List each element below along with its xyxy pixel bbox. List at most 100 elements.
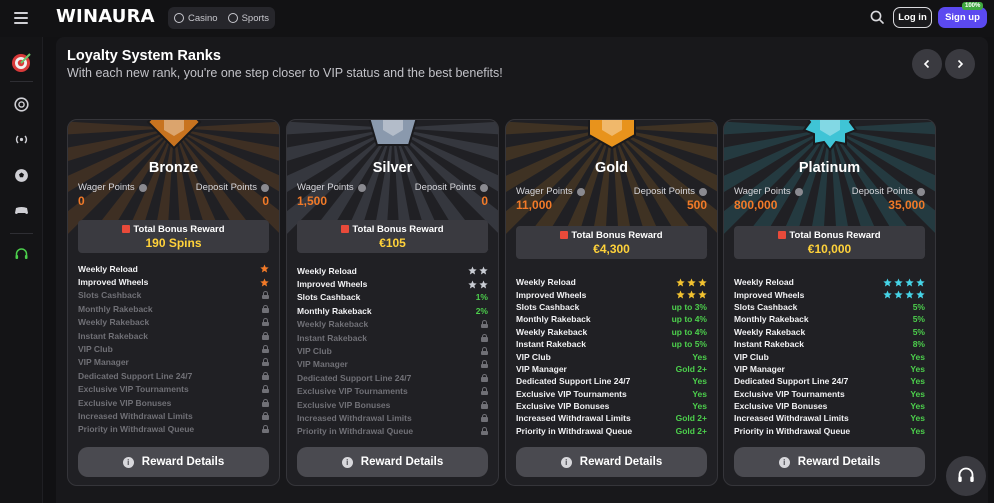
benefit-row: VIP Manager Gold 2+ [516, 363, 707, 375]
bonus-title: Total Bonus Reward [78, 224, 269, 235]
page-subtitle: With each new rank, you're one step clos… [67, 66, 503, 80]
next-button[interactable] [945, 49, 975, 79]
benefit-row: VIP Manager [297, 358, 488, 371]
star-icon [916, 278, 925, 287]
benefit-label: Weekly Reload [516, 277, 576, 288]
sidebar-divider [10, 81, 33, 82]
benefit-label: Priority in Withdrawal Queue [516, 425, 633, 436]
benefit-row: Increased Withdrawal Limits Gold 2+ [516, 412, 707, 424]
benefit-row: Improved Wheels [516, 288, 707, 300]
bonus-title-text: Total Bonus Reward [571, 230, 663, 241]
benefit-row: Increased Withdrawal Limits [78, 409, 269, 422]
star-rating [260, 264, 269, 273]
bonus-value: €10,000 [807, 242, 852, 256]
star-icon [883, 278, 892, 287]
chevron-right-icon [957, 59, 964, 69]
wager-points-label: Wager Points [734, 186, 803, 197]
info-icon[interactable] [480, 183, 488, 192]
nav-casino[interactable]: Casino [174, 13, 218, 24]
benefit-value: Yes [910, 425, 925, 436]
info-icon: i [778, 456, 790, 468]
benefit-value: Yes [692, 388, 707, 399]
soccer-ball-icon[interactable] [14, 168, 29, 183]
star-rating [468, 280, 488, 289]
benefit-label: Weekly Reload [78, 263, 138, 274]
rank-card-bronze: Bronze Wager Points Deposit Points 0 0 Total … [67, 119, 280, 486]
info-icon[interactable] [699, 187, 707, 196]
support-chat-button[interactable] [946, 456, 986, 496]
deposit-points-label-text: Deposit Points [195, 182, 257, 193]
total-bonus-reward-box: Total Bonus Reward €4,300 [516, 226, 707, 259]
reward-details-button[interactable]: i Reward Details [516, 447, 707, 477]
star-rating [468, 266, 488, 275]
benefit-label: Dedicated Support Line 24/7 [516, 376, 631, 387]
reward-details-label: Reward Details [579, 456, 663, 468]
benefit-label: Exclusive VIP Bonuses [297, 399, 391, 410]
benefit-label: Improved Wheels [516, 289, 587, 300]
benefit-value: Yes [910, 388, 925, 399]
lock-icon [262, 318, 269, 327]
deposit-points-value: 0 [481, 194, 488, 208]
hamburger-menu-icon[interactable] [14, 12, 28, 24]
info-icon[interactable] [357, 183, 366, 192]
nav-sports[interactable]: Sports [227, 13, 269, 24]
signup-button[interactable]: Sign up [938, 7, 987, 28]
reward-details-button[interactable]: i Reward Details [78, 447, 269, 477]
benefit-label: Improved Wheels [734, 289, 805, 300]
login-button[interactable]: Log in [893, 7, 932, 28]
benefit-row: VIP Club Yes [734, 350, 925, 362]
card-rays-decoration [506, 121, 717, 250]
info-icon[interactable] [917, 187, 925, 196]
benefit-row: Priority in Withdrawal Queue Gold 2+ [516, 425, 707, 437]
live-broadcast-icon[interactable] [14, 132, 29, 147]
lock-icon [481, 427, 488, 436]
gamepad-icon[interactable] [14, 203, 29, 218]
sidebar [0, 37, 43, 503]
lock-icon [262, 398, 269, 407]
benefit-label: Slots Cashback [734, 301, 798, 312]
benefit-label: Instant Rakeback [297, 332, 367, 343]
star-icon [916, 290, 925, 299]
casino-chip-icon[interactable] [14, 97, 29, 112]
search-icon[interactable] [870, 10, 884, 24]
gift-icon [341, 225, 350, 233]
info-icon[interactable] [576, 187, 585, 196]
lock-icon [262, 425, 269, 434]
bonus-value: €105 [379, 236, 406, 250]
card-rays-decoration [287, 121, 498, 250]
benefit-label: Slots Cashback [78, 290, 142, 301]
info-icon[interactable] [261, 183, 269, 192]
star-icon [894, 278, 903, 287]
benefit-value: 2% [475, 305, 488, 316]
benefit-label: Improved Wheels [78, 277, 149, 288]
reward-details-button[interactable]: i Reward Details [734, 447, 925, 477]
reward-details-button[interactable]: i Reward Details [297, 447, 488, 477]
prev-button[interactable] [912, 49, 942, 79]
total-bonus-reward-box: Total Bonus Reward €105 [297, 220, 488, 253]
benefit-row: Weekly Rakeback up to 4% [516, 326, 707, 338]
headset-icon[interactable] [14, 247, 29, 262]
benefit-label: Exclusive VIP Bonuses [516, 401, 610, 412]
info-icon[interactable] [794, 187, 803, 196]
info-icon[interactable] [138, 183, 147, 192]
logo[interactable]: WINAURA [56, 6, 155, 27]
bonus-title-text: Total Bonus Reward [789, 230, 881, 241]
benefit-label: VIP Manager [516, 363, 567, 374]
benefit-label: Dedicated Support Line 24/7 [78, 370, 193, 381]
benefit-value: up to 4% [671, 326, 707, 337]
target-dart-icon[interactable] [10, 51, 32, 73]
benefit-row: Exclusive VIP Bonuses Yes [516, 400, 707, 412]
reward-details-label: Reward Details [797, 456, 881, 468]
deposit-points-label: Deposit Points [634, 186, 707, 197]
benefit-value: Yes [692, 376, 707, 387]
benefit-label: Priority in Withdrawal Queue [297, 426, 414, 437]
wager-points-value: 0 [78, 194, 85, 208]
benefit-row: Slots Cashback [78, 289, 269, 302]
benefit-label: Weekly Rakeback [78, 317, 150, 328]
benefits-list: Weekly Reload Improved Wheels Slots Cashba… [78, 262, 269, 436]
deposit-points-label: Deposit Points [852, 186, 925, 197]
deposit-points-label: Deposit Points [196, 182, 269, 193]
star-rating [676, 278, 707, 287]
star-icon [905, 290, 914, 299]
gift-icon [122, 225, 131, 233]
